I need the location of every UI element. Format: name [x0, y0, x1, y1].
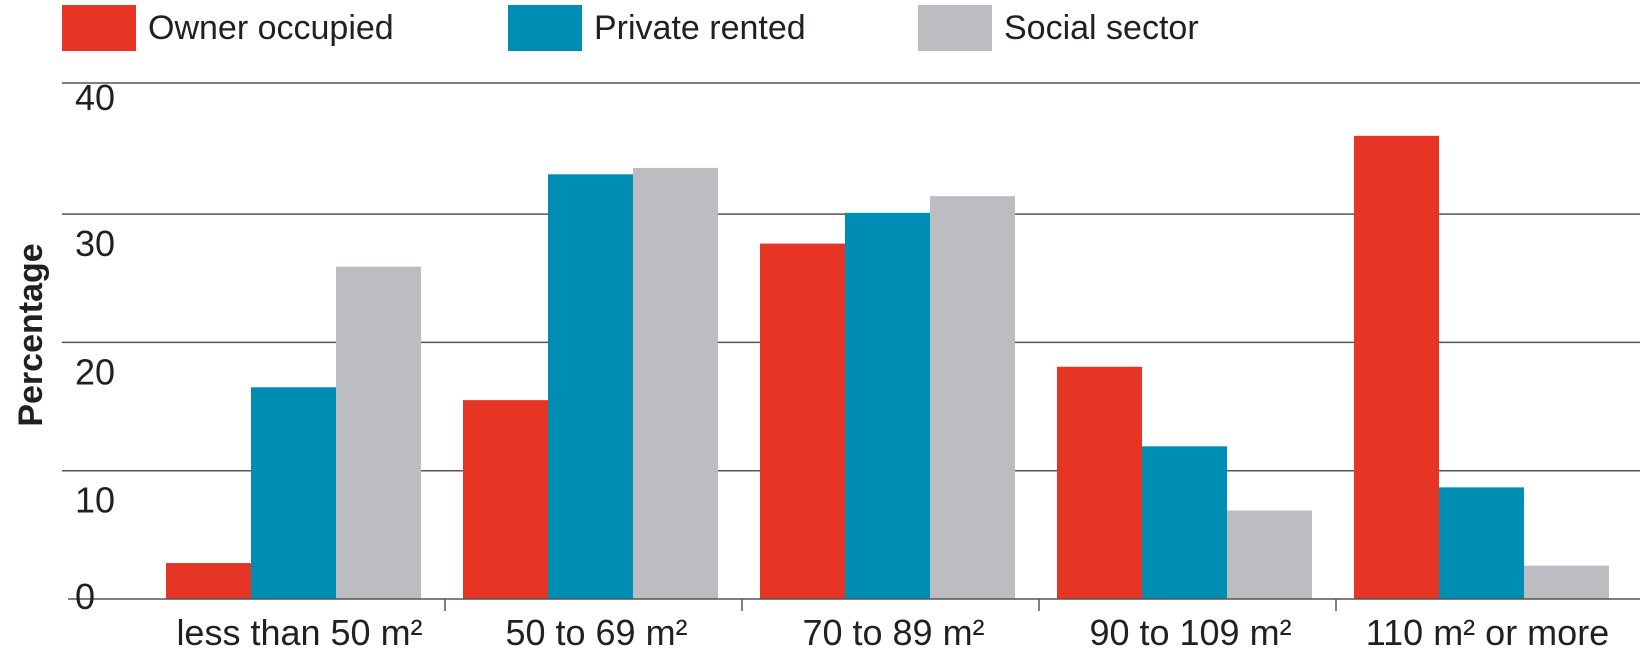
bar-social-sector-90-to-109-m [1227, 510, 1312, 599]
legend-item-owner-occupied: Owner occupied [62, 5, 394, 51]
x-tick-label-90-to-109-m: 90 to 109 m² [1089, 612, 1291, 653]
y-tick-label-40: 40 [75, 77, 115, 118]
x-tick-label-less-than-50-m: less than 50 m² [176, 612, 422, 653]
y-tick-label-10: 10 [75, 480, 115, 521]
y-tick-label-30: 30 [75, 223, 115, 264]
legend-label-private-rented: Private rented [594, 8, 806, 47]
y-tick-label-0: 0 [75, 576, 95, 617]
bar-private-rented-less-than-50-m [251, 387, 336, 599]
bar-private-rented-70-to-89-m [845, 212, 930, 599]
bar-private-rented-50-to-69-m [548, 174, 633, 599]
legend-item-social-sector: Social sector [918, 5, 1199, 51]
x-tick-labels: less than 50 m² 50 to 69 m² 70 to 89 m² 90 … [176, 612, 1609, 653]
bar-social-sector-less-than-50-m [336, 266, 421, 599]
bar-social-sector-50-to-69-m [633, 167, 718, 600]
bar-social-sector-70-to-89-m [930, 196, 1015, 599]
bars [166, 135, 1609, 600]
y-tick-labels: 0 10 20 30 40 [75, 77, 115, 617]
legend: Owner occupied Private rented Social sec… [0, 0, 1645, 60]
bar-social-sector-110-m-or-more [1524, 565, 1609, 599]
bar-private-rented-110-m-or-more [1439, 487, 1524, 599]
bar-owner-occupied-90-to-109-m [1057, 366, 1142, 599]
bar-owner-occupied-less-than-50-m [166, 563, 251, 599]
bar-owner-occupied-50-to-69-m [463, 400, 548, 599]
legend-label-social-sector: Social sector [1004, 8, 1199, 47]
x-tick-label-110-m-or-more: 110 m² or more [1366, 612, 1609, 653]
legend-label-owner-occupied: Owner occupied [148, 8, 394, 47]
legend-swatch-owner-occupied [62, 5, 136, 51]
y-axis-label: Percentage [12, 243, 50, 426]
bar-private-rented-90-to-109-m [1142, 446, 1227, 599]
bar-owner-occupied-110-m-or-more [1354, 135, 1439, 599]
x-tick-label-70-to-89-m: 70 to 89 m² [802, 612, 984, 653]
x-axis [68, 598, 1640, 611]
bar-owner-occupied-70-to-89-m [760, 243, 845, 599]
legend-swatch-private-rented [508, 5, 582, 51]
legend-item-private-rented: Private rented [508, 5, 806, 51]
x-tick-label-50-to-69-m: 50 to 69 m² [505, 612, 687, 653]
legend-swatch-social-sector [918, 5, 992, 51]
y-tick-label-20: 20 [75, 351, 115, 392]
